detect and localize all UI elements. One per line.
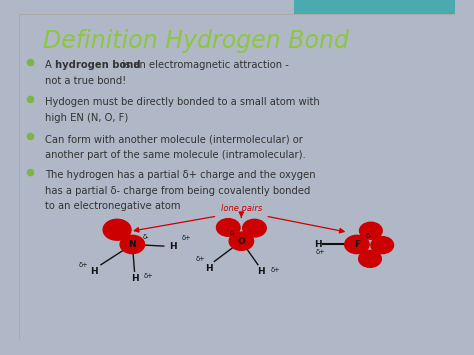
Text: δ+: δ+ [181,235,191,241]
Text: not a true bond!: not a true bond! [45,76,127,86]
Circle shape [345,235,369,253]
Text: A: A [45,60,55,70]
Text: δ-: δ- [229,230,236,236]
Text: F: F [354,240,360,249]
Text: lone pairs: lone pairs [221,204,262,213]
Text: H: H [90,267,98,277]
Circle shape [360,222,382,239]
Text: H: H [257,267,265,277]
Text: The hydrogen has a partial δ+ charge and the oxygen: The hydrogen has a partial δ+ charge and… [45,170,316,180]
Text: has a partial δ- charge from being covalently bonded: has a partial δ- charge from being coval… [45,186,310,196]
Text: δ+: δ+ [143,273,153,279]
Text: Hydogen must be directly bonded to a small atom with: Hydogen must be directly bonded to a sma… [45,98,320,108]
Circle shape [243,219,266,237]
Circle shape [103,219,131,240]
Circle shape [371,237,393,253]
Text: Can form with another molecule (intermolecular) or: Can form with another molecule (intermol… [45,134,303,144]
Circle shape [120,235,145,253]
Text: δ-: δ- [365,233,372,239]
Text: δ+: δ+ [316,248,325,255]
Text: another part of the same molecule (intramolecular).: another part of the same molecule (intra… [45,150,306,160]
Text: N: N [128,240,136,249]
Text: to an electronegative atom: to an electronegative atom [45,201,181,211]
Text: δ+: δ+ [78,262,88,268]
Text: δ+: δ+ [196,256,206,262]
Text: high EN (N, O, F): high EN (N, O, F) [45,113,128,123]
Text: H: H [205,264,213,273]
Circle shape [217,219,240,236]
Text: H: H [170,242,177,251]
Text: hydrogen bond: hydrogen bond [55,60,140,70]
Circle shape [229,232,254,250]
Text: δ+: δ+ [270,267,280,273]
Text: H: H [131,274,138,283]
Text: H: H [314,240,321,249]
Text: Definition Hydrogen Bond: Definition Hydrogen Bond [43,29,349,53]
Circle shape [359,250,382,267]
Text: O: O [237,237,245,246]
Text: is an electromagnetic attraction -: is an electromagnetic attraction - [119,60,289,70]
Text: δ-: δ- [142,234,149,240]
